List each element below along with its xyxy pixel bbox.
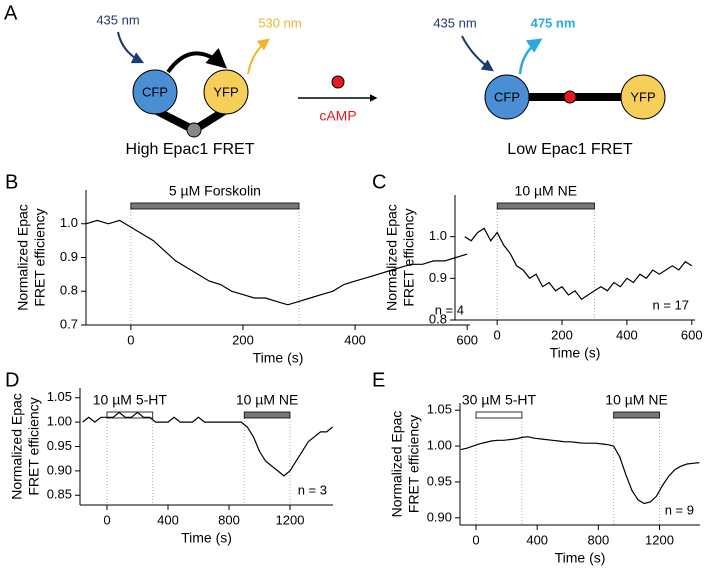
application-label: 30 µM 5-HT xyxy=(462,392,537,408)
y-axis-label: Normalized Epac xyxy=(384,204,400,311)
y-tick-label: 1.00 xyxy=(47,414,72,429)
application-label: 5 µM Forskolin xyxy=(169,183,261,199)
diagram: A CFP YFP 435 nm 530 nm High Epac1 FRET … xyxy=(4,2,666,158)
y-tick-label: 1.00 xyxy=(427,437,452,452)
x-axis-label: Time (s) xyxy=(555,550,606,566)
excitation-label: 435 nm xyxy=(96,12,139,27)
y-axis-label: FRET efficiency xyxy=(26,397,42,495)
n-label: n = 4 xyxy=(435,302,464,317)
n-label: n = 3 xyxy=(298,482,327,497)
y-tick-label: 1.05 xyxy=(47,389,72,404)
excitation-arrow xyxy=(117,31,145,64)
camp-dot xyxy=(563,90,577,104)
n-label: n = 9 xyxy=(665,502,694,517)
cfp xyxy=(132,69,178,115)
emission-arrow xyxy=(247,38,270,75)
emission-label: 475 nm xyxy=(531,15,576,30)
yfp xyxy=(620,74,666,120)
donor-label: CFP xyxy=(142,84,168,99)
y-tick-label: 0.8 xyxy=(429,311,447,326)
fret-arrow xyxy=(166,47,228,74)
x-tick-label: 400 xyxy=(616,327,638,342)
y-tick-label: 0.9 xyxy=(60,249,78,264)
excitation-label: 435 nm xyxy=(433,15,476,30)
panel-label: E xyxy=(372,369,385,391)
y-tick-label: 0.7 xyxy=(60,316,78,331)
camp-dot xyxy=(331,75,345,89)
application-bar xyxy=(613,411,660,419)
x-tick-label: 1200 xyxy=(276,512,305,527)
y-tick-label: 0.95 xyxy=(427,473,452,488)
application-bar xyxy=(496,202,595,210)
x-tick-label: 400 xyxy=(344,332,366,347)
x-tick-label: 0 xyxy=(494,327,501,342)
x-axis-label: Time (s) xyxy=(181,530,232,546)
application-label: 10 µM NE xyxy=(605,392,668,408)
y-axis-label: FRET efficiency xyxy=(401,208,417,306)
x-axis-label: Time (s) xyxy=(253,350,304,366)
x-tick-label: 400 xyxy=(526,532,548,547)
x-tick-label: 600 xyxy=(681,327,703,342)
yfp xyxy=(203,69,249,115)
application-label: 10 µM 5-HT xyxy=(93,392,168,408)
x-tick-label: 0 xyxy=(103,512,110,527)
panel-label: B xyxy=(5,171,18,193)
donor-label: CFP xyxy=(494,89,520,104)
state-caption: Low Epac1 FRET xyxy=(507,141,633,158)
emission-arrow xyxy=(518,38,543,75)
y-tick-label: 0.9 xyxy=(429,270,447,285)
excitation-arrow xyxy=(461,35,494,72)
y-axis-label: Normalized Epac xyxy=(9,393,25,500)
x-tick-label: 200 xyxy=(551,327,573,342)
chart: D 0.85 0.90 0.95 1.00 1.05 0 400 800 1200 Time (s)… xyxy=(5,369,334,546)
x-tick-label: 800 xyxy=(218,512,240,527)
x-tick-label: 200 xyxy=(232,332,254,347)
x-tick-label: 800 xyxy=(587,532,609,547)
y-tick-label: 0.85 xyxy=(47,487,72,502)
chart: C 0.8 0.9 1.0 0 200 400 600 Time (s) Normalized E… xyxy=(372,171,703,360)
y-tick-label: 0.90 xyxy=(427,509,452,524)
x-tick-label: 400 xyxy=(157,512,179,527)
panel-label: C xyxy=(372,171,386,193)
trace xyxy=(464,227,693,301)
cfp xyxy=(484,74,530,120)
panel-label: A xyxy=(4,2,18,24)
application-bar xyxy=(130,202,300,210)
y-axis-label: FRET efficiency xyxy=(32,208,48,306)
n-label: n = 17 xyxy=(652,297,689,312)
panel-label: D xyxy=(5,369,19,391)
y-axis-label: Normalized Epac xyxy=(15,204,31,311)
y-tick-label: 0.8 xyxy=(60,283,78,298)
y-tick-label: 1.0 xyxy=(60,215,78,230)
state-caption: High Epac1 FRET xyxy=(126,141,255,158)
y-axis-label: Normalized Epac xyxy=(389,411,405,518)
x-tick-label: 600 xyxy=(456,332,478,347)
y-tick-label: 0.90 xyxy=(47,462,72,477)
y-tick-label: 1.0 xyxy=(429,228,447,243)
y-axis-label: FRET efficiency xyxy=(406,415,422,513)
y-tick-label: 1.05 xyxy=(427,402,452,417)
x-tick-label: 0 xyxy=(127,332,134,347)
trace xyxy=(82,411,334,477)
x-axis-label: Time (s) xyxy=(550,345,601,361)
acceptor-label: YFP xyxy=(630,89,655,104)
application-bar xyxy=(106,411,154,419)
trace xyxy=(460,436,700,505)
application-label: 10 µM NE xyxy=(515,183,578,199)
y-tick-label: 0.95 xyxy=(47,438,72,453)
application-bar xyxy=(243,411,291,419)
emission-label: 530 nm xyxy=(258,15,301,30)
chart: E 0.90 0.95 1.00 1.05 0 400 800 1200 Time (s) Norm… xyxy=(372,369,700,566)
application-label: 10 µM NE xyxy=(236,392,299,408)
trace xyxy=(85,219,468,306)
chart: B 0.7 0.8 0.9 1.0 0 200 400 600 Time (s) Normalize… xyxy=(5,171,478,365)
application-bar xyxy=(475,411,523,419)
ligand-label: cAMP xyxy=(319,108,356,124)
acceptor-label: YFP xyxy=(213,84,238,99)
x-tick-label: 1200 xyxy=(645,532,674,547)
x-tick-label: 0 xyxy=(472,532,479,547)
binding-site xyxy=(186,122,202,138)
